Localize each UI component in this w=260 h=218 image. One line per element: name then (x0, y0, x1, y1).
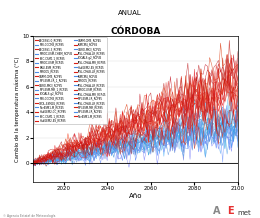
Text: met: met (237, 210, 251, 216)
Text: E: E (228, 206, 234, 216)
Y-axis label: Cambio de la temperatura máxima (°C): Cambio de la temperatura máxima (°C) (15, 56, 21, 162)
Text: © Agencia Estatal de Meteorología: © Agencia Estatal de Meteorología (3, 214, 55, 218)
Title: CÓRDOBA: CÓRDOBA (110, 27, 161, 36)
Legend: ACCESS1.0_RCP85, MRI-CGCM3_RCP85, ACCESS1.3_RCP85, MIROC-ESM-CHEM_RCP45, BCC-CSM: ACCESS1.0_RCP85, MRI-CGCM3_RCP85, ACCESS… (34, 37, 107, 124)
X-axis label: Año: Año (129, 193, 142, 199)
Text: ANUAL: ANUAL (118, 10, 142, 16)
Text: A: A (213, 206, 221, 216)
